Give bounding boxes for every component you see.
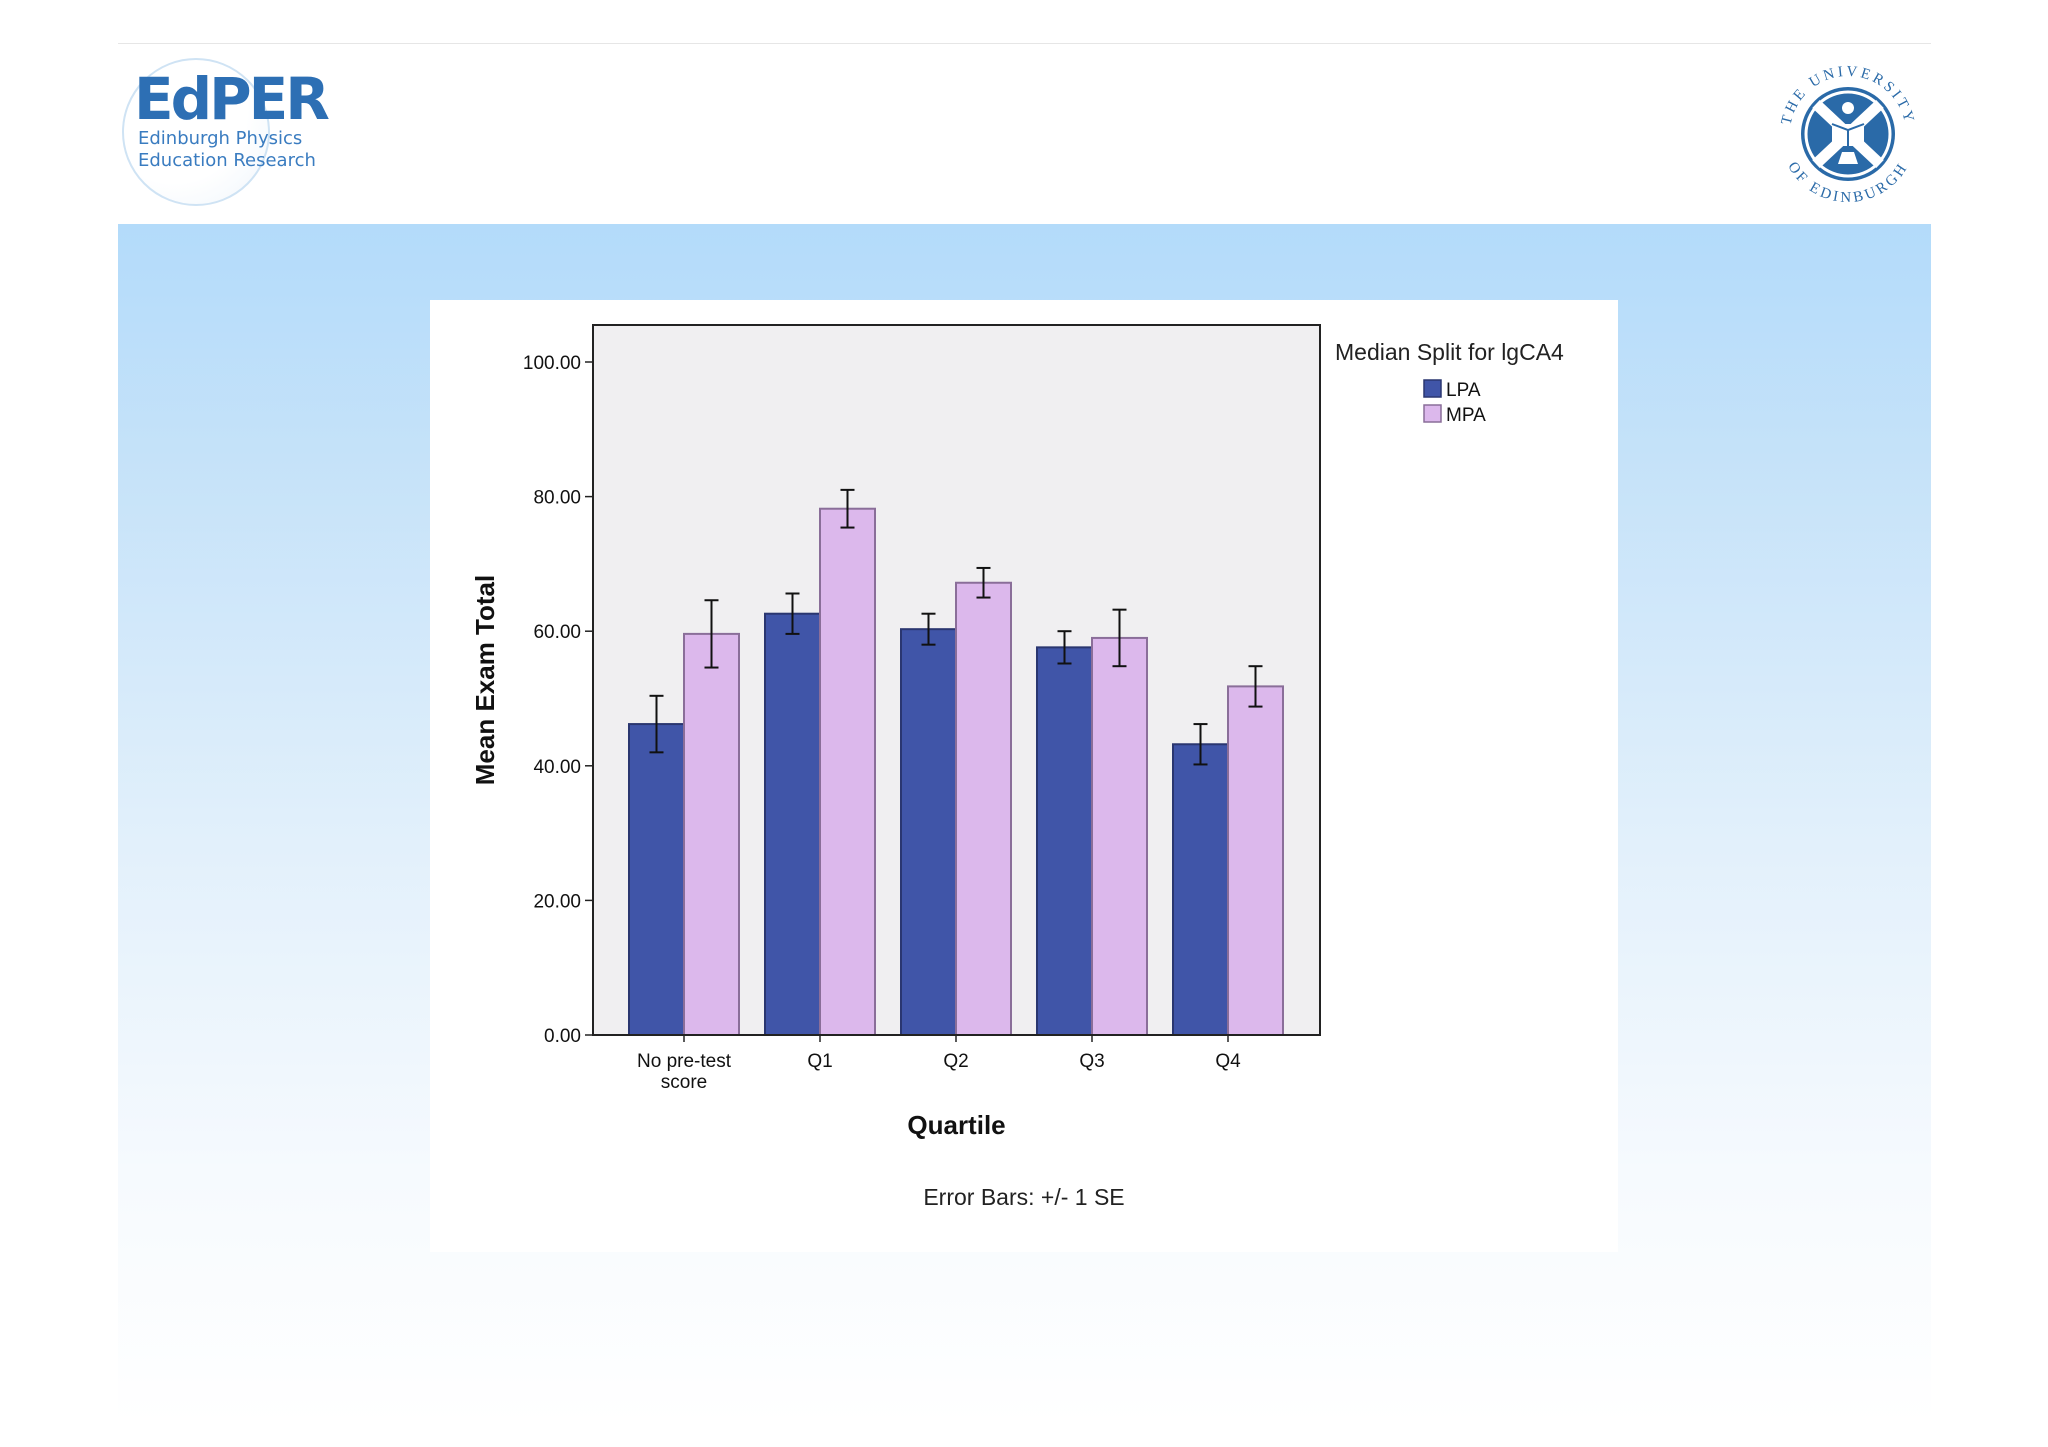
edper-logo-subtitle-line2: Education Research xyxy=(138,150,316,171)
error-bars-note: Error Bars: +/- 1 SE xyxy=(923,1184,1124,1210)
x-tick-label: Q2 xyxy=(943,1051,968,1072)
y-axis: 0.00 20.00 40.00 60.00 80.00 100.00 xyxy=(523,353,593,1047)
legend-swatch-mpa xyxy=(1423,404,1442,423)
bar-lpa xyxy=(1172,743,1229,1036)
university-of-edinburgh-seal: THE UNIVERSITY OF EDINBURGH xyxy=(1779,64,1915,206)
bar-mpa xyxy=(683,632,740,1036)
edper-logo: EdPER Edinburgh Physics Education Resear… xyxy=(118,56,330,211)
y-tick-label: 100.00 xyxy=(523,353,581,374)
chart-panel: 0.00 20.00 40.00 60.00 80.00 100.00 No pre-te… xyxy=(430,300,1618,1252)
bar-lpa xyxy=(1036,646,1093,1036)
x-tick-label: Q1 xyxy=(807,1051,832,1072)
error-bars-layer xyxy=(649,488,1263,766)
x-tick-label: score xyxy=(661,1072,707,1093)
x-tick-label: Q4 xyxy=(1215,1051,1241,1072)
bar-chart: 0.00 20.00 40.00 60.00 80.00 100.00 No pre-te… xyxy=(470,324,1564,1210)
bar-mpa xyxy=(1091,636,1148,1036)
x-tick-label: No pre-test xyxy=(637,1051,732,1072)
bar-mpa xyxy=(1227,685,1284,1036)
x-axis-title: Quartile xyxy=(907,1110,1005,1140)
bar-lpa xyxy=(764,612,821,1036)
y-tick-label: 40.00 xyxy=(533,757,581,778)
edper-logo-circle xyxy=(122,58,270,206)
y-tick-label: 0.00 xyxy=(544,1026,581,1047)
legend: Median Split for lgCA4 LPA MPA xyxy=(1335,339,1564,426)
bar-lpa xyxy=(628,723,685,1036)
y-tick-label: 80.00 xyxy=(533,488,581,509)
plot-frame xyxy=(592,324,1321,1036)
legend-title: Median Split for lgCA4 xyxy=(1335,339,1564,365)
bar-mpa xyxy=(955,581,1012,1036)
edper-logo-title: EdPER xyxy=(134,65,330,133)
y-tick-label: 60.00 xyxy=(533,622,581,643)
bar-lpa xyxy=(900,628,957,1036)
edper-logo-subtitle-line1: Edinburgh Physics xyxy=(138,128,303,149)
x-tick-label: Q3 xyxy=(1079,1051,1104,1072)
header-divider xyxy=(118,43,1931,44)
legend-label-lpa: LPA xyxy=(1446,380,1481,401)
legend-label-mpa: MPA xyxy=(1446,405,1486,426)
legend-swatch-lpa xyxy=(1423,379,1442,398)
bar-mpa xyxy=(819,507,876,1037)
y-tick-label: 20.00 xyxy=(533,891,581,912)
y-axis-title: Mean Exam Total xyxy=(470,575,500,785)
